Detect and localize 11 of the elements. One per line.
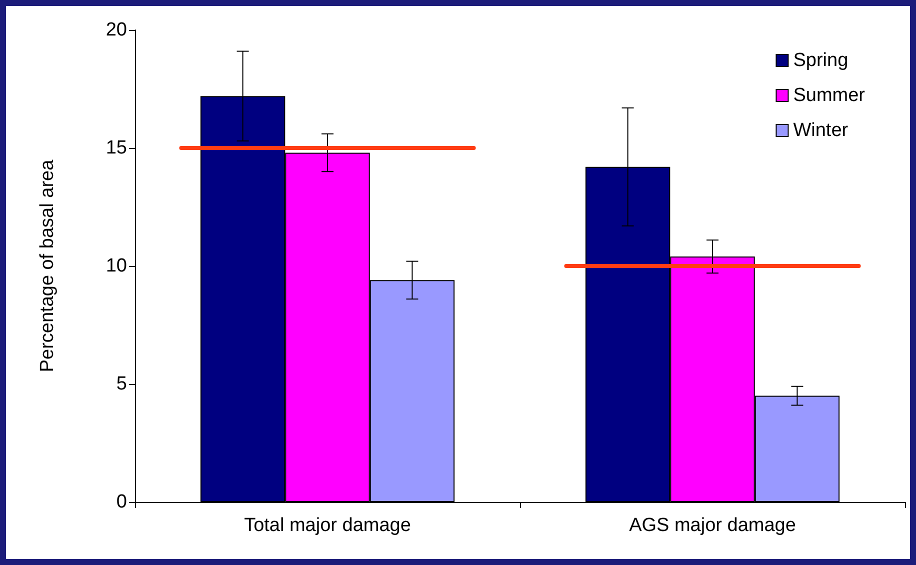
y-tick-label: 15 — [106, 138, 127, 158]
x-tick-label: Total major damage — [244, 515, 411, 536]
legend-label: Spring — [793, 50, 848, 71]
y-axis-title: Percentage of basal area — [37, 159, 58, 372]
legend-label: Winter — [793, 120, 849, 141]
y-tick-label: 0 — [116, 492, 127, 512]
y-tick-label: 20 — [106, 20, 127, 40]
y-tick-label: 10 — [106, 256, 127, 276]
y-tick-label: 5 — [116, 374, 127, 394]
legend-label: Summer — [793, 85, 866, 106]
x-tick-label: AGS major damage — [629, 515, 796, 536]
